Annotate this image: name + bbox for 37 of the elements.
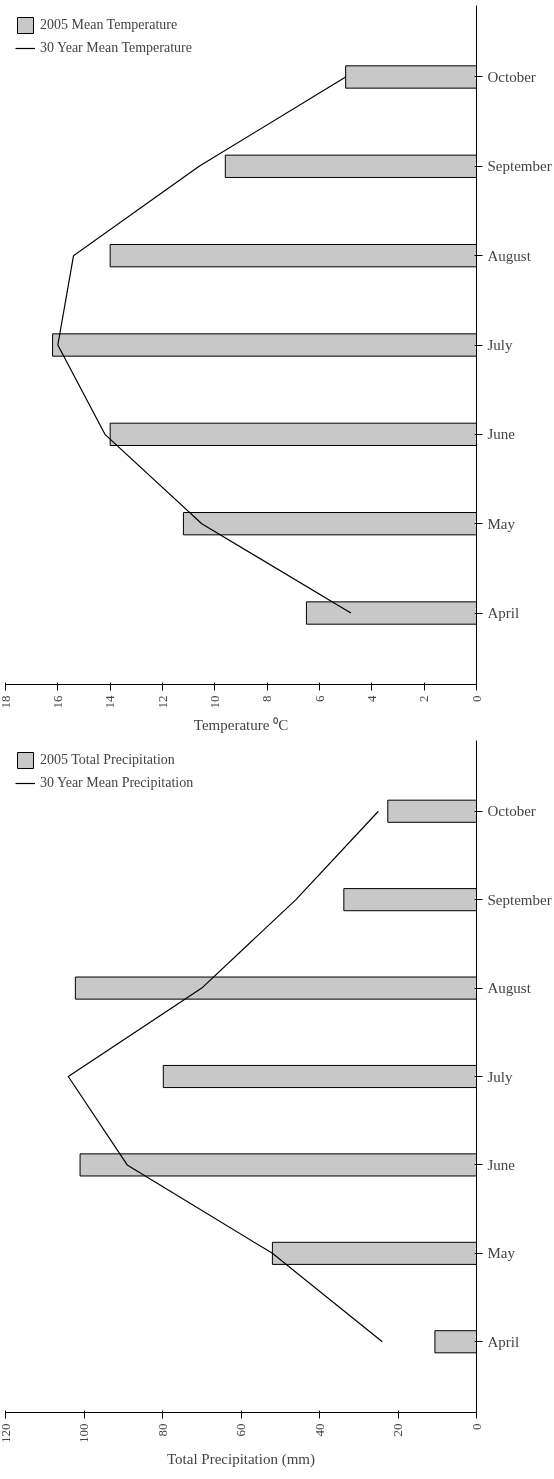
y-tick-label: July xyxy=(487,337,513,353)
x-tick-label: 4 xyxy=(363,695,379,702)
x-axis-title: Temperature ⁰C xyxy=(193,716,289,733)
x-tick-label: 20 xyxy=(390,1423,405,1437)
x-tick-label: 12 xyxy=(154,695,170,709)
y-tick-label: September xyxy=(487,158,552,175)
legend-label: 30 Year Mean Precipitation xyxy=(40,775,194,791)
y-tick-label: May xyxy=(487,515,516,532)
y-tick-label: May xyxy=(487,1245,516,1262)
x-tick-label: 14 xyxy=(102,695,118,709)
legend-label: 2005 Mean Temperature xyxy=(40,17,178,33)
x-tick-label: 0 xyxy=(468,1423,484,1430)
x-tick-label: 60 xyxy=(233,1423,248,1437)
y-tick-label: April xyxy=(487,1333,520,1350)
x-tick-label: 10 xyxy=(206,695,222,709)
y-tick-label: August xyxy=(487,980,532,997)
x-axis-title: Total Precipitation (mm) xyxy=(166,1451,316,1468)
y-tick-label: October xyxy=(487,68,536,85)
x-tick-label: 40 xyxy=(311,1423,327,1437)
legend-label: 2005 Total Precipitation xyxy=(40,752,175,768)
y-tick-label: June xyxy=(487,1156,516,1173)
x-tick-label: 6 xyxy=(311,695,327,702)
x-tick-label: 120 xyxy=(0,1423,13,1443)
y-tick-label: June xyxy=(487,426,516,443)
x-tick-label: 16 xyxy=(49,695,65,709)
x-tick-label: 18 xyxy=(0,695,13,709)
y-tick-label: April xyxy=(487,605,520,622)
x-tick-label: 100 xyxy=(76,1423,91,1443)
legend-label: 30 Year Mean Temperature xyxy=(40,40,192,56)
x-tick-label: 80 xyxy=(154,1423,170,1437)
y-tick-label: October xyxy=(487,803,536,820)
y-tick-label: August xyxy=(487,247,532,264)
x-tick-label: 0 xyxy=(468,695,484,702)
y-tick-label: July xyxy=(487,1068,513,1085)
y-tick-label: September xyxy=(487,891,552,908)
x-tick-label: 2 xyxy=(416,695,432,702)
x-tick-label: 8 xyxy=(259,695,275,702)
